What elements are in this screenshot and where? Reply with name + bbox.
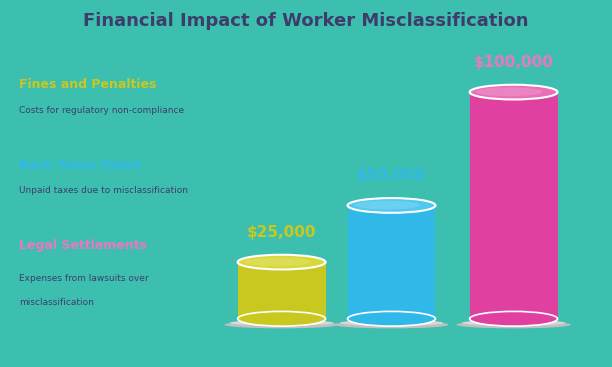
Text: Expenses from lawsuits over: Expenses from lawsuits over xyxy=(19,274,149,283)
Ellipse shape xyxy=(244,257,310,266)
Text: $25,000: $25,000 xyxy=(247,225,316,240)
Ellipse shape xyxy=(340,320,443,326)
Ellipse shape xyxy=(462,320,565,326)
Bar xyxy=(348,206,436,319)
Text: Legal Settlements: Legal Settlements xyxy=(19,239,147,252)
Text: Fines and Penalties: Fines and Penalties xyxy=(19,78,157,91)
Ellipse shape xyxy=(348,198,436,213)
Text: $100,000: $100,000 xyxy=(474,55,553,70)
Text: Unpaid taxes due to misclassification: Unpaid taxes due to misclassification xyxy=(19,186,188,195)
Text: $50,000: $50,000 xyxy=(357,168,426,184)
Ellipse shape xyxy=(225,321,338,328)
Bar xyxy=(237,262,326,319)
Ellipse shape xyxy=(457,321,571,328)
Ellipse shape xyxy=(348,312,436,326)
Ellipse shape xyxy=(469,85,558,99)
Ellipse shape xyxy=(237,312,326,326)
Text: Back Taxes Owed: Back Taxes Owed xyxy=(19,159,140,172)
Ellipse shape xyxy=(354,201,420,210)
Bar xyxy=(469,92,558,319)
Text: Costs for regulatory non-compliance: Costs for regulatory non-compliance xyxy=(19,106,184,115)
Ellipse shape xyxy=(476,87,542,96)
Ellipse shape xyxy=(237,255,326,269)
Ellipse shape xyxy=(230,320,333,326)
Text: Financial Impact of Worker Misclassification: Financial Impact of Worker Misclassifica… xyxy=(83,12,529,30)
Text: misclassification: misclassification xyxy=(19,298,94,307)
Ellipse shape xyxy=(469,312,558,326)
Ellipse shape xyxy=(334,321,449,328)
